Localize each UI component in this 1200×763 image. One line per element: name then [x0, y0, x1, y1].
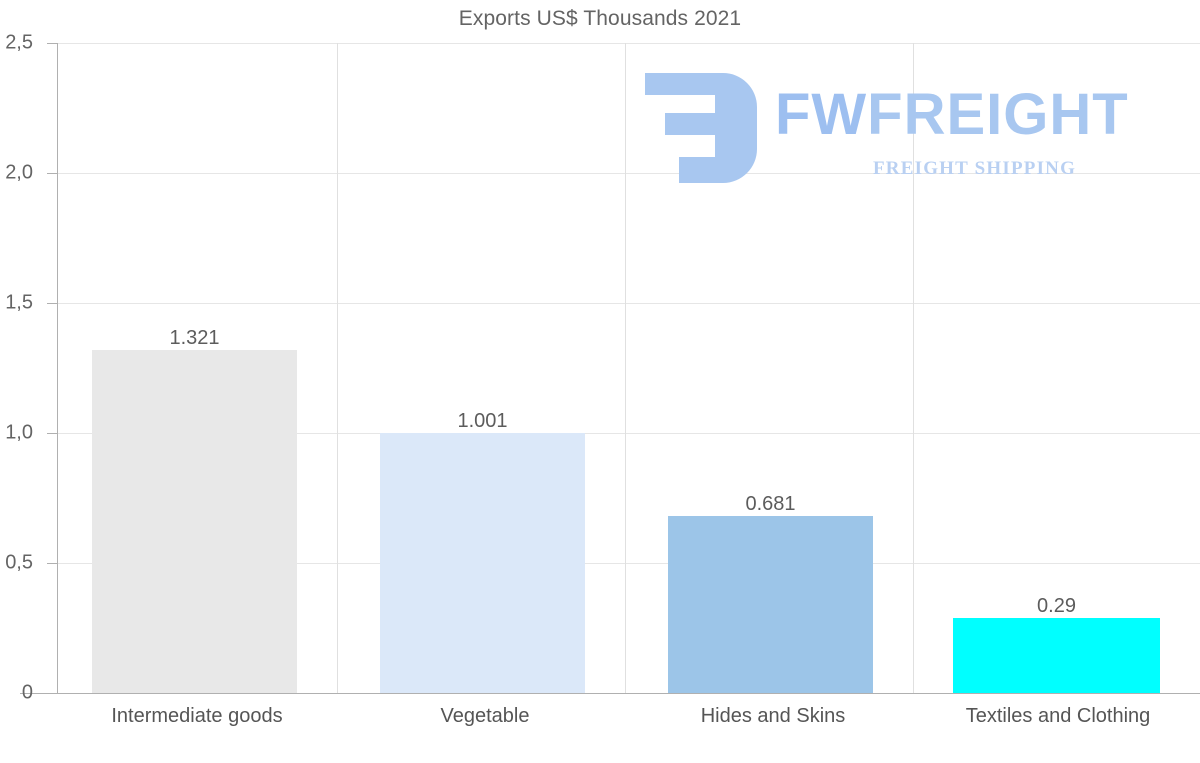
plot-area: 1.321 1.001 0.681 0.29	[57, 43, 1200, 693]
gridline-vertical-3	[913, 43, 914, 693]
gridline-horizontal-2-0	[57, 173, 1200, 174]
y-tick-mark	[47, 693, 57, 694]
bar-value-label: 0.29	[1037, 595, 1076, 617]
gridline-vertical-2	[625, 43, 626, 693]
gridline-horizontal-2-5	[57, 43, 1200, 44]
y-tick-mark	[47, 303, 57, 304]
x-axis-category-label: Vegetable	[440, 705, 530, 727]
y-axis-tick-label: 0	[21, 681, 33, 704]
y-tick-mark	[47, 173, 57, 174]
x-axis-line	[20, 693, 1200, 694]
y-axis-tick-label: 1,0	[5, 421, 33, 444]
y-tick-mark	[47, 563, 57, 564]
x-axis-category-label: Textiles and Clothing	[965, 705, 1151, 727]
y-axis-tick-label: 1,5	[5, 291, 33, 314]
bar-intermediate-goods[interactable]	[92, 350, 297, 693]
gridline-horizontal-0-5	[57, 563, 1200, 564]
bar-value-label: 1.321	[169, 327, 220, 349]
x-axis-category-label: Hides and Skins	[700, 705, 846, 727]
y-axis-line	[57, 43, 58, 694]
bar-value-label: 0.681	[745, 493, 796, 515]
y-axis-tick-label: 2,0	[5, 161, 33, 184]
y-tick-mark	[47, 433, 57, 434]
bar-hides-and-skins[interactable]	[668, 516, 873, 693]
gridline-vertical-1	[337, 43, 338, 693]
y-tick-mark	[47, 43, 57, 44]
x-axis-category-label: Intermediate goods	[111, 705, 283, 727]
gridline-horizontal-1-5	[57, 303, 1200, 304]
y-axis-tick-label: 2,5	[5, 31, 33, 54]
chart-title: Exports US$ Thousands 2021	[458, 7, 742, 30]
y-axis-tick-label: 0,5	[5, 551, 33, 574]
bar-value-label: 1.001	[457, 410, 508, 432]
bar-textiles-and-clothing[interactable]	[953, 618, 1160, 693]
gridline-horizontal-1-0	[57, 433, 1200, 434]
bar-vegetable[interactable]	[380, 433, 585, 693]
